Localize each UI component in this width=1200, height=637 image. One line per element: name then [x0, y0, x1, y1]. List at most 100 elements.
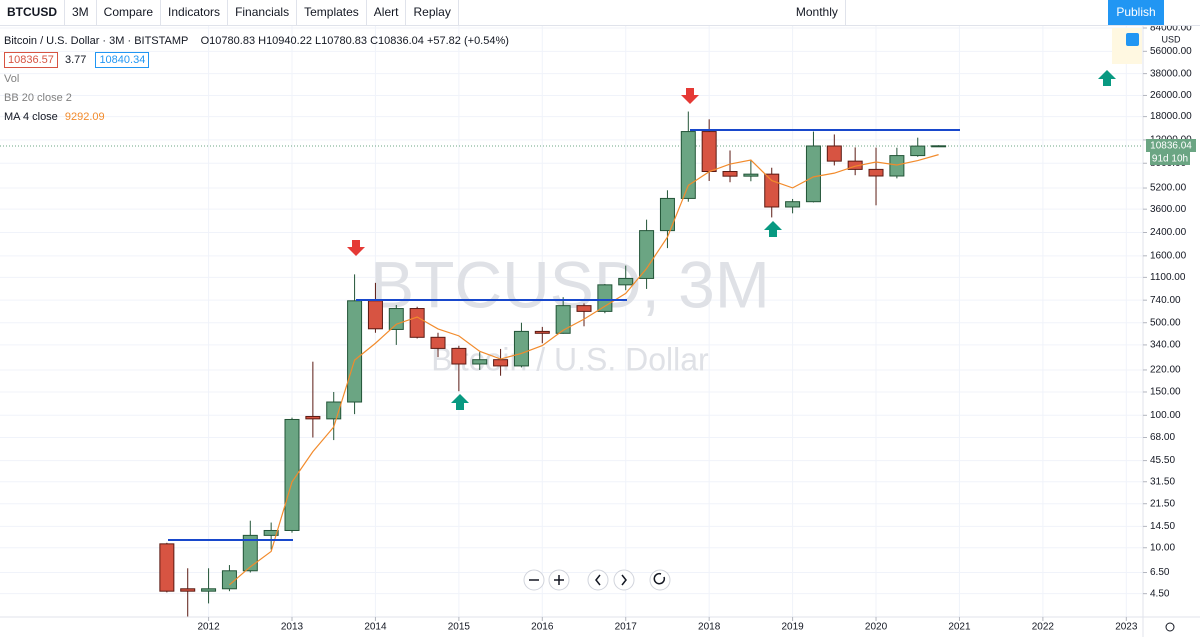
candle-body: [493, 359, 509, 367]
indicators[interactable]: Indicators: [161, 0, 229, 25]
candle-body: [159, 543, 175, 592]
y-tick-label: 740.00: [1150, 295, 1181, 306]
y-tick-label: 38000.00: [1150, 68, 1192, 79]
publish[interactable]: Publish: [1108, 0, 1164, 25]
candle-body: [513, 330, 529, 367]
x-tick-label: 2015: [448, 622, 471, 633]
candle-body: [388, 308, 404, 330]
candle-body: [305, 415, 321, 420]
y-tick-label: 3600.00: [1150, 204, 1187, 215]
ask[interactable]: 10840.34: [95, 52, 150, 68]
alert[interactable]: Alert: [367, 0, 407, 25]
y-tick-label: 4.50: [1150, 588, 1170, 599]
candle-body: [597, 284, 613, 312]
candle-body: [722, 171, 738, 177]
y-tick-label: 18000.00: [1150, 111, 1192, 122]
candle-body: [680, 131, 696, 199]
x-tick-label: 2018: [698, 622, 721, 633]
y-tick-label: 150.00: [1150, 387, 1181, 398]
candle-body: [221, 570, 237, 590]
ma-label: MA 4 close: [4, 111, 58, 123]
candle-body: [805, 145, 821, 203]
y-tick-label: 1100.00: [1150, 272, 1186, 283]
y-tick-label: 1600.00: [1150, 250, 1187, 261]
change: +57.82 (+0.54%): [426, 35, 509, 47]
templates[interactable]: Templates: [297, 0, 367, 25]
candle-body: [242, 534, 258, 572]
green-arrows: [451, 70, 1116, 410]
candle-body: [451, 347, 467, 365]
y-tick-label: 14.50: [1150, 521, 1175, 532]
ma-row: MA 4 close 9292.09: [4, 108, 509, 127]
candle-body: [910, 145, 926, 157]
y-tick-label: 2400.00: [1150, 227, 1187, 238]
spread: 3.77: [64, 54, 87, 66]
compare[interactable]: Compare: [97, 0, 162, 25]
y-tick-label: 31.50: [1150, 476, 1175, 487]
candle-body: [743, 173, 759, 177]
candle-body: [347, 300, 363, 403]
candle-body: [555, 305, 571, 334]
y-tick-label: 500.00: [1150, 317, 1181, 328]
x-tick-label: 2017: [615, 622, 638, 633]
x-tick-label: 2013: [281, 622, 304, 633]
ohlc-low: L10780.83: [315, 35, 368, 47]
candle-body: [263, 529, 279, 536]
candle-body: [889, 155, 905, 177]
price-tag: [1146, 139, 1196, 152]
y-tick-label: 56000.00: [1150, 46, 1192, 57]
y-tick-label: 6.50: [1150, 567, 1170, 578]
toolbar: BTCUSD 3M Compare Indicators Financials …: [0, 0, 1200, 26]
interval[interactable]: 3M: [65, 0, 97, 25]
ma-value: 9292.09: [64, 111, 105, 123]
candle-body: [367, 300, 383, 330]
y-tick-label: 45.50: [1150, 455, 1175, 466]
y-tick-label: 220.00: [1150, 365, 1181, 376]
x-tick-label: 2012: [197, 622, 220, 633]
candle-body: [576, 305, 592, 312]
countdown: 91d 10h: [1152, 154, 1188, 165]
red-arrows: [347, 88, 699, 256]
replay[interactable]: Replay: [406, 0, 459, 25]
settings-toggle[interactable]: [1126, 33, 1139, 46]
candle-body: [180, 588, 196, 592]
legend: Bitcoin / U.S. Dollar · 3M · BITSTAMP O1…: [4, 32, 509, 127]
ohlc-open: O10780.83: [200, 35, 256, 47]
corner-icons[interactable]: [1165, 622, 1175, 632]
countdown-tag: [1150, 152, 1190, 165]
bid[interactable]: 10836.57: [4, 52, 58, 68]
candle-body: [409, 308, 425, 338]
candle-body: [826, 145, 842, 162]
candle-body: [868, 168, 884, 177]
candle-body: [764, 173, 780, 208]
y-tick-label: 84000.00: [1150, 23, 1192, 34]
quote-row: 10836.57 3.77 10840.34: [4, 51, 509, 70]
x-tick-label: 2020: [865, 622, 888, 633]
candle-body: [639, 230, 655, 279]
legend-row: Bitcoin / U.S. Dollar · 3M · BITSTAMP O1…: [4, 32, 509, 51]
candle-body: [201, 588, 217, 592]
candle-body: [534, 330, 550, 334]
candle-body: [659, 197, 675, 232]
price-tag-text: 10836.04: [1150, 141, 1192, 152]
nav-controls[interactable]: [523, 569, 671, 591]
financials[interactable]: Financials: [228, 0, 298, 25]
y-tick-label: 10.00: [1150, 542, 1175, 553]
candle-body: [701, 131, 717, 173]
drawings: [168, 129, 960, 541]
timeframe[interactable]: Monthly: [789, 0, 846, 25]
x-tick-label: 2022: [1032, 622, 1055, 633]
candle-body: [430, 336, 446, 349]
x-tick-label: 2014: [364, 622, 387, 633]
symbol-title: Bitcoin / U.S. Dollar · 3M · BITSTAMP: [4, 35, 189, 47]
symbol[interactable]: BTCUSD: [0, 0, 65, 25]
candle-body: [785, 201, 801, 208]
bb: BB 20 close 2: [4, 92, 72, 104]
candle-body: [618, 277, 634, 286]
candle-body: [472, 359, 488, 365]
x-tick-label: 2023: [1115, 622, 1138, 633]
y-tick-label: 5200.00: [1150, 183, 1187, 194]
y-tick-label: 21.50: [1150, 498, 1175, 509]
